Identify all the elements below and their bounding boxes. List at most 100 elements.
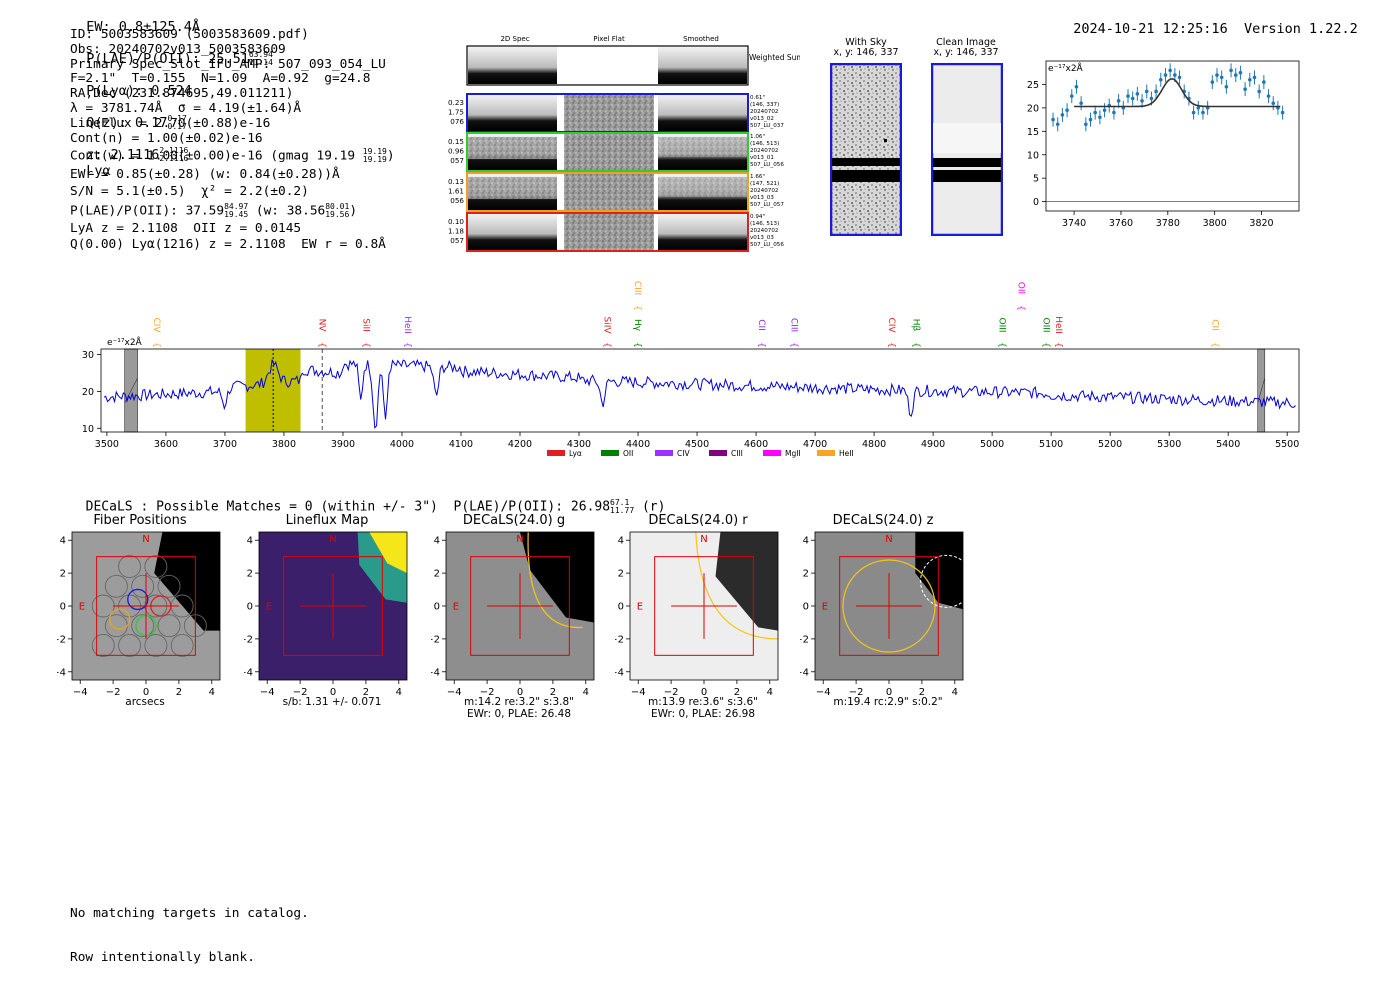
legend-swatch <box>655 450 673 456</box>
zoom-point <box>1102 108 1107 113</box>
header-ew: EW: 0.8±125.4Å <box>86 19 201 35</box>
info-contn: Cont(n) = 1.00(±0.02)e-16 <box>70 130 263 146</box>
panel-xtick-label: −2 <box>293 687 308 698</box>
zoom-point <box>1140 99 1144 103</box>
galaxy-ellipse <box>527 531 583 628</box>
spectrum-xtick-label: 5200 <box>1098 439 1122 450</box>
zoom-point <box>1069 94 1074 98</box>
cutout-noise <box>468 137 557 159</box>
spectrum-xtick-label: 4600 <box>744 439 768 450</box>
panel-lineflux: N E −4 −2 0 2 4 4 2 0 −2 −4 <box>244 531 408 698</box>
panel-g: N E −4 −2 0 2 4 4 2 0 −2 −4 <box>431 531 595 698</box>
zoom-ylabel: e⁻¹⁷x2Å <box>1048 62 1084 74</box>
cutout-row-stat: 0.13 <box>448 177 464 186</box>
panel-xtick-label: 2 <box>176 687 182 698</box>
zoom-point <box>1116 99 1121 103</box>
zoom-xtick-label: 3740 <box>1062 218 1086 229</box>
zoom-point <box>1210 80 1215 84</box>
spectrum-line <box>103 358 1296 430</box>
panel-ytick-label: 2 <box>618 569 624 580</box>
zoom-point <box>1135 92 1140 96</box>
panel-xtick-label: 2 <box>919 687 925 698</box>
fiber-circle <box>91 634 115 657</box>
zoom-point <box>1173 73 1177 77</box>
full-spectrum-chart: CIV{NV{SiII{HeII{CIII{SiIV{Hγ{CII{CIII{C… <box>82 281 1300 458</box>
line-id-bracket: { <box>632 305 642 311</box>
line-id-marker: CIV { <box>886 317 896 347</box>
zoom-xtick-label: 3800 <box>1203 218 1227 229</box>
panel-xtick-label: 2 <box>550 687 556 698</box>
header-bar: EW: 0.8±125.4Å P(LAE)/P(OII): 25.51 63.94… <box>70 3 273 179</box>
zoom-point <box>1252 75 1257 80</box>
north-label: N <box>142 534 149 545</box>
panel-ytick-label: 4 <box>60 536 66 547</box>
zoom-point <box>1229 68 1233 73</box>
panel-ytick-label: −2 <box>57 634 66 645</box>
cutout-row-stat: 0.96 <box>448 147 464 156</box>
cutout-row-meta: 0.61" <box>750 95 765 101</box>
panel-ytick-label: 2 <box>247 569 253 580</box>
spectrum-xtick-label: 4100 <box>449 439 473 450</box>
info-radec: RA,Dec (231.874695,49.011211) <box>70 86 294 102</box>
header-qz-range: 0.17 0.17 <box>167 114 187 131</box>
line-id-bracket: { <box>1209 342 1219 348</box>
line-id-label: OIII <box>996 317 1006 332</box>
cutout-row-frame <box>466 132 749 172</box>
info-plae: P(LAE)/P(OII): 37.59 84.97 19.45 (w: 38.56… <box>70 202 358 220</box>
line-id-label: SiIV <box>601 316 611 334</box>
line-id-marker: SiIV { <box>601 316 611 347</box>
panel-xtick-label: 0 <box>517 687 523 698</box>
line-id-marker: HeII { <box>402 316 412 348</box>
line-id-marker: OII { <box>1016 282 1026 311</box>
cutout-row-frame <box>466 172 749 212</box>
panel-xtick-label: −4 <box>73 687 88 698</box>
east-label: E <box>79 601 85 612</box>
cutout-2d-spec <box>468 95 557 131</box>
panel-caption: arcsecs <box>65 696 225 708</box>
info-primary: Primary Spec_Slot_IFU_AMP: 507_093_054_L… <box>70 56 386 72</box>
spectrum-plot-frame <box>100 348 1300 433</box>
line-id-bracket: { <box>316 342 326 348</box>
line-id-label: CII <box>756 319 766 331</box>
north-label: N <box>329 534 336 545</box>
panel-xtick-label: 4 <box>209 687 215 698</box>
spectrum-ytick-label: 20 <box>82 387 94 398</box>
cutout-row-meta: 20240702 <box>750 148 778 154</box>
line-id-marker: HeII { <box>1053 316 1063 348</box>
zoom-point <box>1271 101 1276 105</box>
panel-ytick-label: −4 <box>244 667 253 678</box>
line-id-bracket: { <box>601 342 611 348</box>
line-id-label: NV <box>316 319 326 333</box>
panel-ytick-label: −4 <box>431 667 440 678</box>
panel-frame <box>258 531 408 681</box>
zoom-ytick-label: 10 <box>1027 150 1039 161</box>
east-label: E <box>822 601 828 612</box>
line-id-label: Hβ <box>911 319 921 332</box>
zoom-point <box>1262 80 1266 84</box>
legend-swatch <box>601 450 619 456</box>
zoom-point <box>1130 96 1135 101</box>
zoom-point <box>1088 117 1093 122</box>
galaxy-ellipse <box>695 531 779 640</box>
fiber-blue <box>127 588 149 611</box>
spectrum-ytick-label: 30 <box>82 350 94 361</box>
cutout-row-stat: 1.18 <box>448 227 464 236</box>
spectrum-xtick-label: 4500 <box>685 439 709 450</box>
panel-caption-line-1: s/b: 1.31 +/- 0.071 <box>282 696 382 708</box>
panel-ytick-label: 0 <box>247 602 253 613</box>
cutout-noise <box>468 177 557 199</box>
zoom-point <box>1224 84 1229 89</box>
legend-swatch <box>709 450 727 456</box>
line-id-label: CIII <box>789 318 799 332</box>
line-id-bracket: { <box>996 342 1006 348</box>
spectrum-xtick-label: 5400 <box>1216 439 1240 450</box>
selection-box <box>283 556 383 656</box>
zoom-xtick-label: 3820 <box>1249 218 1273 229</box>
panel-title: Lineflux Map <box>285 513 369 528</box>
spectrum-xtick-label: 3500 <box>95 439 119 450</box>
spectrum-xtick-label: 4700 <box>803 439 827 450</box>
panel-xtick-label: −2 <box>480 687 495 698</box>
info-lineflux: LineFlux = 2.70(±0.88)e-16 <box>70 115 271 131</box>
panel-xtick-label: 0 <box>330 687 336 698</box>
cutout-pixel-flat <box>564 95 654 131</box>
